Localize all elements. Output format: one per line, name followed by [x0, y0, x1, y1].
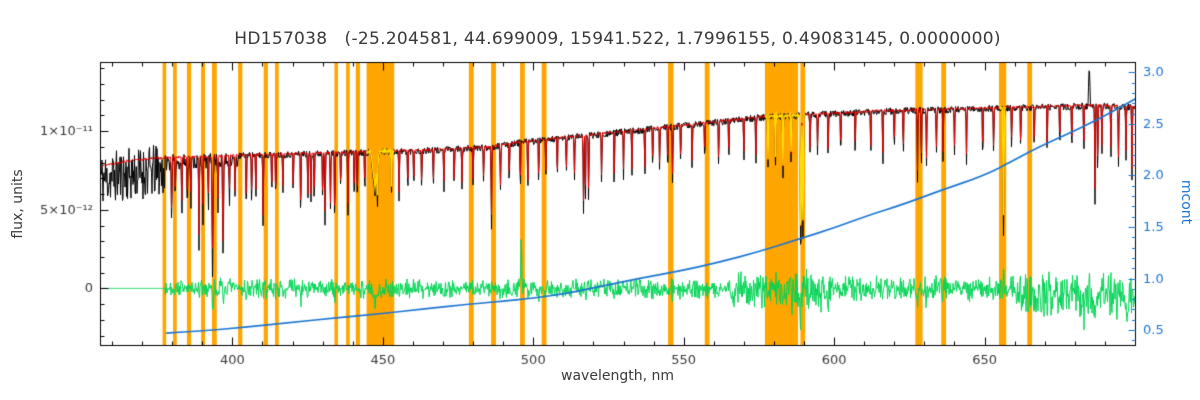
plot-title: HD157038 (-25.204581, 44.699009, 15941.5…: [234, 29, 1001, 49]
x-axis-label: wavelength, nm: [561, 368, 674, 384]
y-axis-label-left: flux, units: [10, 169, 26, 239]
y-axis-label-right: mcont: [1178, 179, 1194, 225]
